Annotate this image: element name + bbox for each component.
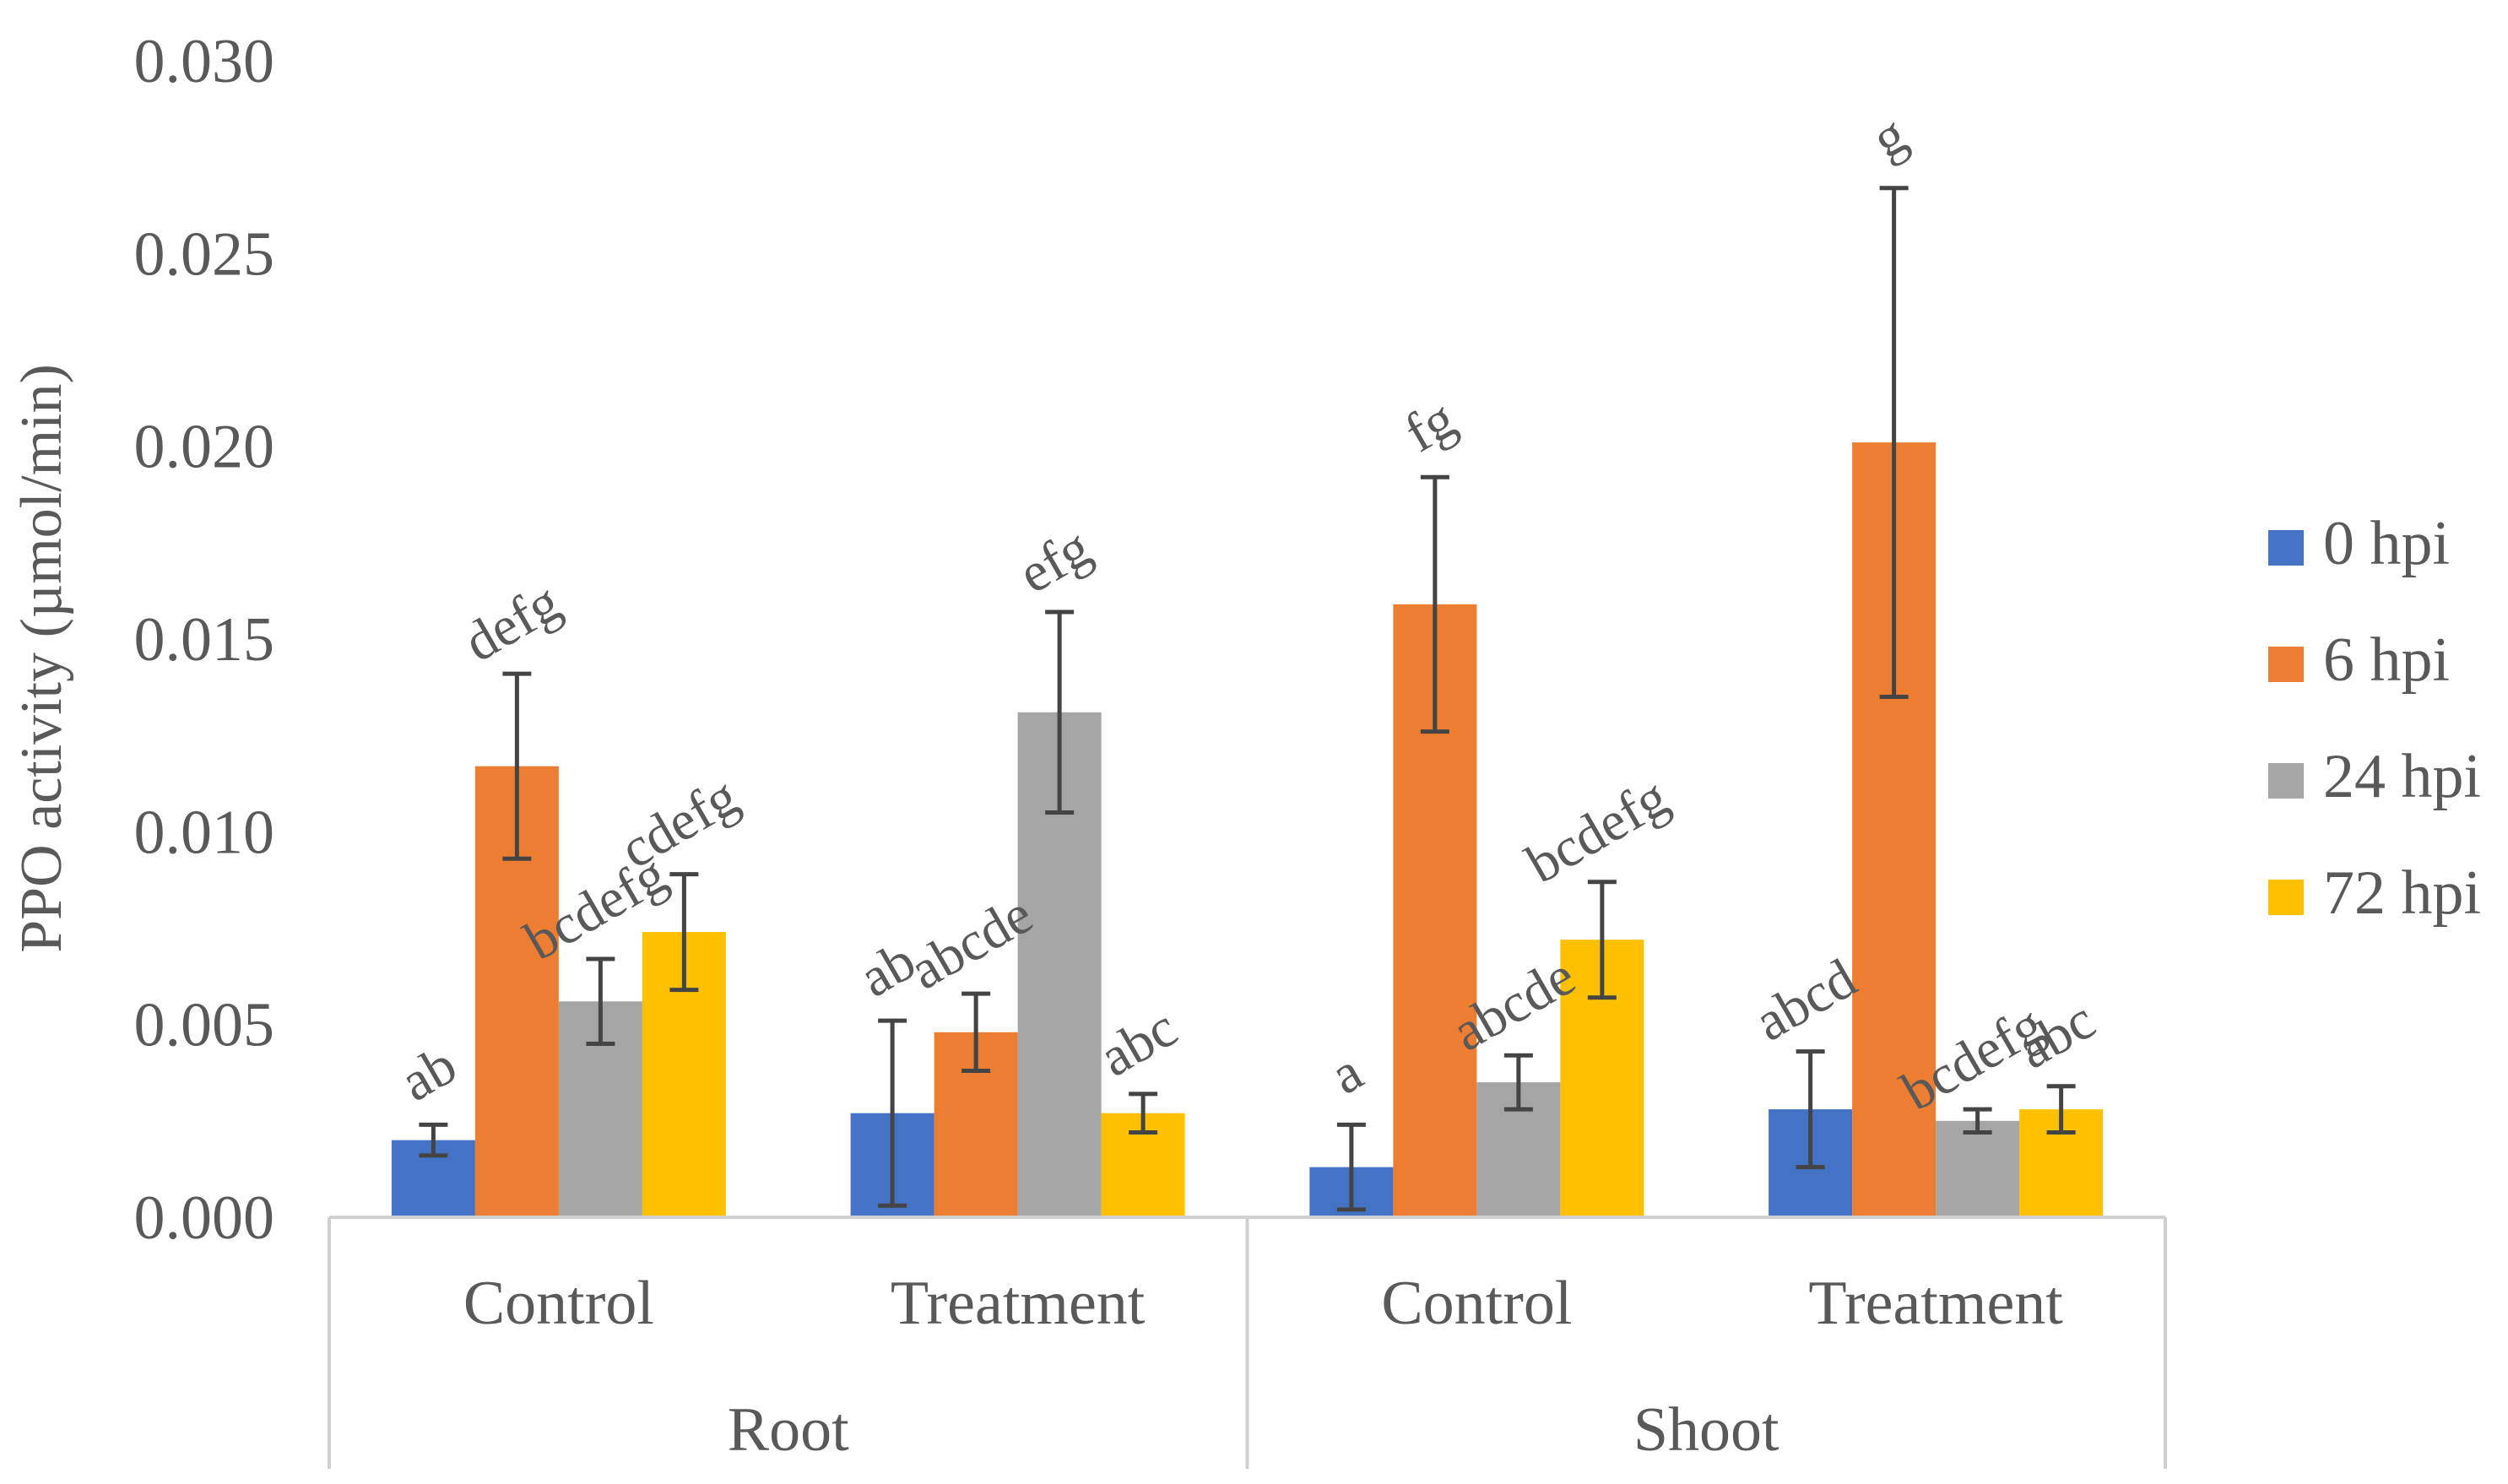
error-bar	[669, 872, 699, 993]
error-bar	[1879, 186, 1909, 699]
error-bar	[1129, 1091, 1158, 1135]
y-tick-label: 0.015	[134, 605, 275, 674]
significance-label: fg	[1395, 387, 1465, 464]
x-category-label: Control	[463, 1269, 654, 1338]
significance-label: a	[1320, 1041, 1373, 1107]
error-bar	[2046, 1084, 2076, 1135]
error-bar	[878, 1018, 907, 1208]
legend-swatch	[2268, 647, 2304, 682]
significance-label: g	[1861, 103, 1916, 171]
y-tick-label: 0.000	[134, 1183, 275, 1253]
error-bar	[1796, 1049, 1825, 1170]
x-category-label: Treatment	[1808, 1269, 2063, 1338]
x-group-label: Root	[728, 1395, 849, 1465]
error-bar	[1336, 1122, 1366, 1212]
significance-label: defg	[454, 571, 571, 674]
x-category-label: Control	[1381, 1269, 1572, 1338]
y-tick-label: 0.005	[134, 991, 275, 1060]
significance-label: cdefg	[610, 766, 748, 881]
legend-label: 6 hpi	[2323, 626, 2450, 695]
error-bar	[1503, 1053, 1533, 1112]
error-bar	[1045, 609, 1075, 815]
legend-label: 0 hpi	[2323, 509, 2450, 578]
y-axis: 0.000 0.005 0.010 0.015 0.020 0.025 0.030	[134, 27, 275, 1253]
legend-item: 6 hpi	[2268, 626, 2450, 695]
y-tick-label: 0.030	[134, 27, 275, 96]
x-group-label: Shoot	[1633, 1395, 1779, 1465]
legend: 0 hpi 6 hpi 24 hpi 72 hpi	[2268, 509, 2481, 928]
y-axis-label: PPO activity (µmol/min)	[9, 364, 74, 953]
significance-label: abcd	[1745, 947, 1866, 1053]
error-bar	[1963, 1107, 1992, 1135]
error-bar	[1587, 880, 1617, 1000]
error-bar	[586, 956, 615, 1046]
x-category-label: Treatment	[891, 1269, 1146, 1338]
significance-label: ab	[390, 1034, 466, 1113]
error-bar	[502, 671, 532, 861]
legend-label: 72 hpi	[2323, 858, 2481, 928]
y-tick-label: 0.025	[134, 219, 275, 289]
legend-swatch	[2268, 763, 2304, 799]
error-bar	[961, 991, 991, 1073]
y-tick-label: 0.020	[134, 413, 275, 482]
significance-label: efg	[1009, 517, 1101, 605]
legend-swatch	[2268, 880, 2304, 915]
x-axis: Control Treatment Control Treatment Root Shoo…	[328, 1216, 2167, 1469]
significance-label: bcdefg	[1516, 766, 1678, 896]
legend-item: 72 hpi	[2268, 858, 2481, 928]
y-tick-label: 0.010	[134, 798, 275, 867]
error-bars	[419, 186, 2076, 1212]
legend-item: 0 hpi	[2268, 509, 2450, 578]
legend-label: 24 hpi	[2323, 742, 2481, 811]
error-bar	[419, 1122, 448, 1158]
error-bar	[1420, 474, 1449, 734]
significance-label: abc	[1089, 997, 1187, 1089]
bar	[1936, 1120, 2020, 1217]
legend-item: 24 hpi	[2268, 742, 2481, 811]
legend-swatch	[2268, 530, 2304, 566]
